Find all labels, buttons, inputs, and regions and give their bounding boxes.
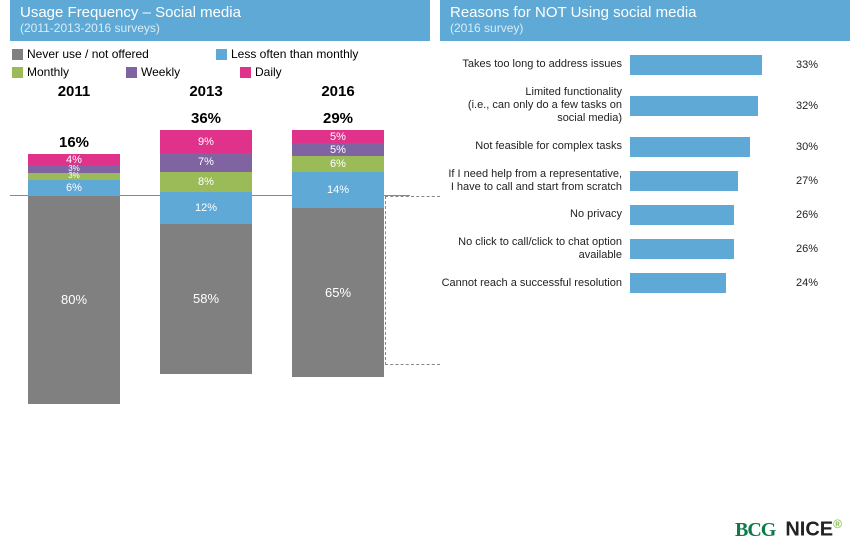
bar-segment: 6% [28, 180, 120, 196]
reason-track [630, 273, 790, 293]
reason-bar [630, 239, 734, 259]
legend-label: Weekly [141, 65, 180, 79]
total-label: 29% [292, 110, 384, 127]
reason-value: 27% [796, 175, 818, 187]
reason-track [630, 96, 790, 116]
reason-value: 30% [796, 141, 818, 153]
year-label: 2013 [160, 83, 252, 100]
callout-lines [385, 196, 440, 365]
legend-item: Weekly [126, 65, 226, 79]
reason-row: Limited functionality(i.e., can only do … [440, 86, 850, 126]
legend: Never use / not offered Less often than m… [10, 41, 430, 81]
bar-segment: 5% [292, 130, 384, 143]
reason-row: No privacy 26% [440, 205, 850, 225]
legend-swatch [216, 49, 227, 60]
year-label: 2011 [28, 83, 120, 100]
bar-segment: 6% [292, 156, 384, 172]
nice-logo: NICE® [785, 517, 842, 542]
legend-swatch [240, 67, 251, 78]
bar-segment: 3% [28, 173, 120, 181]
legend-item: Daily [240, 65, 340, 79]
reason-row: Not feasible for complex tasks 30% [440, 137, 850, 157]
bar-segment: 14% [292, 172, 384, 208]
bar-never-segment: 80% [28, 196, 120, 404]
reason-bar [630, 137, 750, 157]
reason-row: Takes too long to address issues 33% [440, 55, 850, 75]
legend-item: Less often than monthly [216, 47, 396, 61]
bcg-logo: BCG [735, 519, 775, 542]
legend-swatch [12, 49, 23, 60]
year-label: 2016 [292, 83, 384, 100]
reason-track [630, 55, 790, 75]
right-panel: Reasons for NOT Using social media (2016… [440, 0, 850, 304]
right-subtitle: (2016 survey) [450, 21, 840, 35]
reason-value: 26% [796, 243, 818, 255]
reason-row: Cannot reach a successful resolution 24% [440, 273, 850, 293]
bar-segment: 7% [160, 153, 252, 171]
bar-never-segment: 58% [160, 224, 252, 375]
reason-value: 33% [796, 59, 818, 71]
total-label: 16% [28, 134, 120, 151]
reason-track [630, 239, 790, 259]
reason-track [630, 171, 790, 191]
reason-label: Limited functionality(i.e., can only do … [440, 86, 630, 126]
legend-label: Never use / not offered [27, 47, 149, 61]
reason-label: Cannot reach a successful resolution [440, 277, 630, 290]
bar-segment: 8% [160, 172, 252, 193]
bar-never-segment: 65% [292, 208, 384, 377]
reason-row: No click to call/click to chat option av… [440, 236, 850, 262]
usage-chart: 201116%4%3%3%6%80%201336%9%7%8%12%58%201… [10, 83, 410, 433]
year-column: 201629%5%5%6%14%65% [292, 83, 384, 377]
left-title: Usage Frequency – Social media [20, 4, 420, 21]
reason-bar [630, 55, 762, 75]
left-panel: Usage Frequency – Social media (2011-201… [10, 0, 430, 433]
reason-row: If I need help from a representative,I h… [440, 168, 850, 194]
reason-track [630, 205, 790, 225]
reason-label: Not feasible for complex tasks [440, 140, 630, 153]
legend-label: Daily [255, 65, 282, 79]
reason-value: 24% [796, 277, 818, 289]
reason-value: 26% [796, 209, 818, 221]
reasons-chart: Takes too long to address issues 33% Limit… [440, 41, 850, 293]
reason-label: If I need help from a representative,I h… [440, 168, 630, 194]
reason-value: 32% [796, 100, 818, 112]
reason-label: Takes too long to address issues [440, 58, 630, 71]
legend-swatch [126, 67, 137, 78]
legend-label: Monthly [27, 65, 69, 79]
left-header: Usage Frequency – Social media (2011-201… [10, 0, 430, 41]
bar-segment: 12% [160, 192, 252, 223]
bar-segment: 9% [160, 130, 252, 153]
legend-swatch [12, 67, 23, 78]
year-column: 201116%4%3%3%6%80% [28, 83, 120, 404]
bar-segment: 5% [292, 143, 384, 156]
year-column: 2013 36% 9%7%8%12%58% [160, 83, 252, 374]
legend-label: Less often than monthly [231, 47, 358, 61]
footer-logos: BCG NICE® [735, 517, 842, 542]
left-subtitle: (2011-2013-2016 surveys) [20, 21, 420, 35]
reason-bar [630, 273, 726, 293]
right-title: Reasons for NOT Using social media [450, 4, 840, 21]
total-label: 36% [160, 110, 252, 127]
reason-label: No click to call/click to chat option av… [440, 236, 630, 262]
reason-label: No privacy [440, 208, 630, 221]
legend-item: Monthly [12, 65, 112, 79]
reason-bar [630, 171, 738, 191]
reason-bar [630, 96, 758, 116]
reason-track [630, 137, 790, 157]
right-header: Reasons for NOT Using social media (2016… [440, 0, 850, 41]
reason-bar [630, 205, 734, 225]
legend-item: Never use / not offered [12, 47, 202, 61]
